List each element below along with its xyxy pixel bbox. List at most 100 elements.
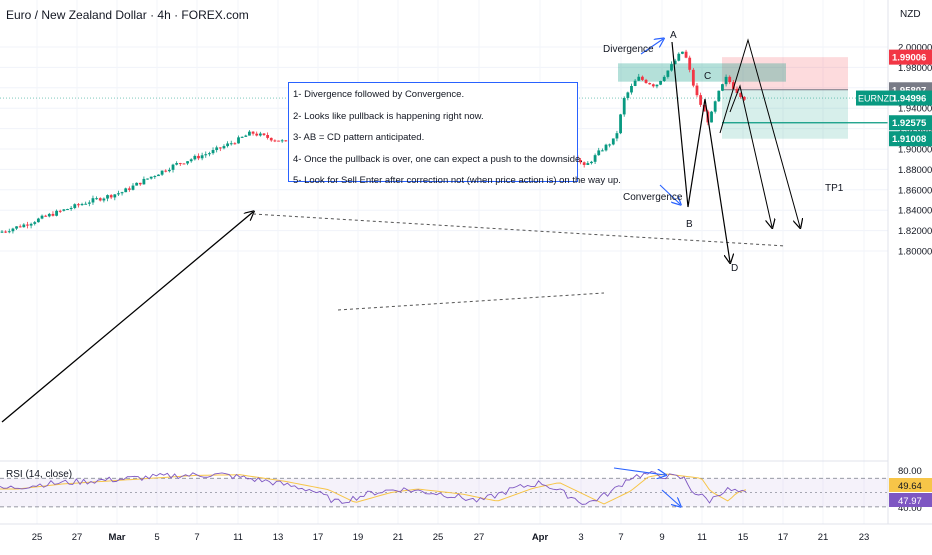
resistance-line	[252, 213, 787, 247]
candle-body	[579, 159, 582, 163]
note-line-5: 5- Look for Sell Enter after correction …	[293, 175, 621, 186]
time-tick-label: Apr	[532, 532, 549, 543]
candle-body	[157, 174, 160, 177]
candle-body	[18, 226, 22, 228]
candle-body	[731, 82, 735, 89]
candle-body	[29, 223, 33, 226]
time-tick-label: 3	[578, 532, 583, 543]
candle-body	[262, 133, 266, 136]
time-tick-label: 25	[433, 532, 444, 543]
convergence-label: Convergence	[623, 192, 683, 203]
rsi-band	[0, 478, 888, 507]
rsi-ma-value-bg	[889, 478, 932, 492]
candle-body	[47, 213, 51, 217]
candle-body	[695, 85, 699, 96]
candle-body	[189, 159, 193, 162]
candle-body	[218, 147, 222, 149]
candle-body	[648, 83, 652, 85]
candle-body	[670, 64, 673, 71]
candle-body	[600, 150, 604, 152]
time-tick-label: 17	[313, 532, 324, 543]
candle-body	[175, 163, 179, 165]
candle-body	[273, 140, 277, 142]
tp1-label: TP1	[825, 183, 844, 194]
candle-body	[109, 195, 113, 198]
candle-body	[284, 140, 288, 142]
note-line-1: 1- Divergence followed by Convergence.	[293, 89, 465, 100]
analysis-notes-box[interactable]: 1- Divergence followed by Convergence. 2…	[288, 82, 621, 186]
drawings[interactable]: Divergence Convergence TP1 A B C D	[1, 30, 844, 423]
candle-body	[277, 140, 280, 142]
stop-loss-zone	[722, 57, 848, 90]
rsi-ma-line	[0, 473, 747, 505]
candle-body	[80, 204, 84, 206]
candle-body	[33, 222, 37, 224]
pattern-point-a: A	[670, 30, 677, 41]
price-tick-label: 1.94000	[898, 104, 932, 115]
candle-body	[98, 198, 102, 201]
candle-body	[200, 155, 204, 159]
candle-body	[171, 164, 175, 170]
candle-body	[160, 170, 164, 175]
candle-body	[713, 101, 717, 112]
note-line-2: 2- Looks like pullback is happening righ…	[293, 110, 484, 122]
candle-body	[237, 137, 240, 144]
candle-body	[710, 111, 713, 123]
price-tick-label: 1.84000	[898, 206, 932, 217]
projection-path-1	[719, 38, 800, 227]
candle-body	[630, 86, 633, 93]
rsi-tick-label: 40.00	[898, 503, 922, 514]
pattern-point-d: D	[731, 263, 738, 274]
candle-body	[62, 209, 66, 211]
candle-body	[84, 203, 88, 205]
candle-body	[608, 144, 612, 146]
candle-body	[167, 169, 171, 172]
candle-body	[208, 153, 211, 155]
candle-body	[117, 193, 120, 195]
rsi-tick-label: 80.00	[898, 466, 922, 477]
price-label: 1.99006	[892, 53, 926, 64]
candle-body	[204, 154, 208, 156]
candle-body	[66, 209, 69, 211]
price-tick-label: 1.90000	[898, 145, 932, 156]
candle-body	[688, 57, 692, 70]
candle-body	[702, 104, 706, 112]
candle-body	[662, 76, 666, 81]
candle-body	[637, 76, 641, 81]
candle-body	[226, 143, 229, 147]
price-label-bg	[889, 90, 932, 106]
candle-body	[120, 192, 124, 194]
candle-body	[619, 114, 622, 134]
price-label-bg	[889, 49, 932, 65]
price-tick-label: 1.86000	[898, 185, 932, 196]
candle-body	[142, 178, 146, 185]
candle-body	[659, 80, 662, 85]
time-tick-label: 15	[738, 532, 749, 543]
price-label: 1.92575	[892, 118, 927, 129]
time-tick-label: 19	[353, 532, 364, 543]
candle-body	[186, 161, 189, 164]
candle-body	[597, 150, 601, 156]
candle-body	[215, 147, 219, 151]
time-tick-label: 9	[659, 532, 664, 543]
candle-body	[149, 176, 153, 179]
candle-body	[36, 218, 40, 223]
rsi-convergence-arrow	[661, 489, 680, 506]
price-label-bg	[889, 115, 932, 131]
position-zones	[0, 57, 888, 139]
candle-body	[655, 84, 659, 87]
candle-body	[106, 195, 109, 199]
candle-body	[51, 213, 55, 216]
price-tick-label: 1.88000	[898, 165, 932, 176]
time-tick-label: 17	[778, 532, 789, 543]
axes: 2.000001.980001.960001.940001.920001.900…	[0, 0, 932, 543]
rsi-pane[interactable]	[0, 467, 888, 507]
pattern-point-b: B	[686, 219, 693, 230]
candle-body	[77, 204, 80, 206]
rsi-line	[0, 470, 747, 505]
candle-body	[590, 161, 593, 164]
time-tick-label: 7	[194, 532, 199, 543]
price-label: 1.94996	[892, 94, 926, 105]
